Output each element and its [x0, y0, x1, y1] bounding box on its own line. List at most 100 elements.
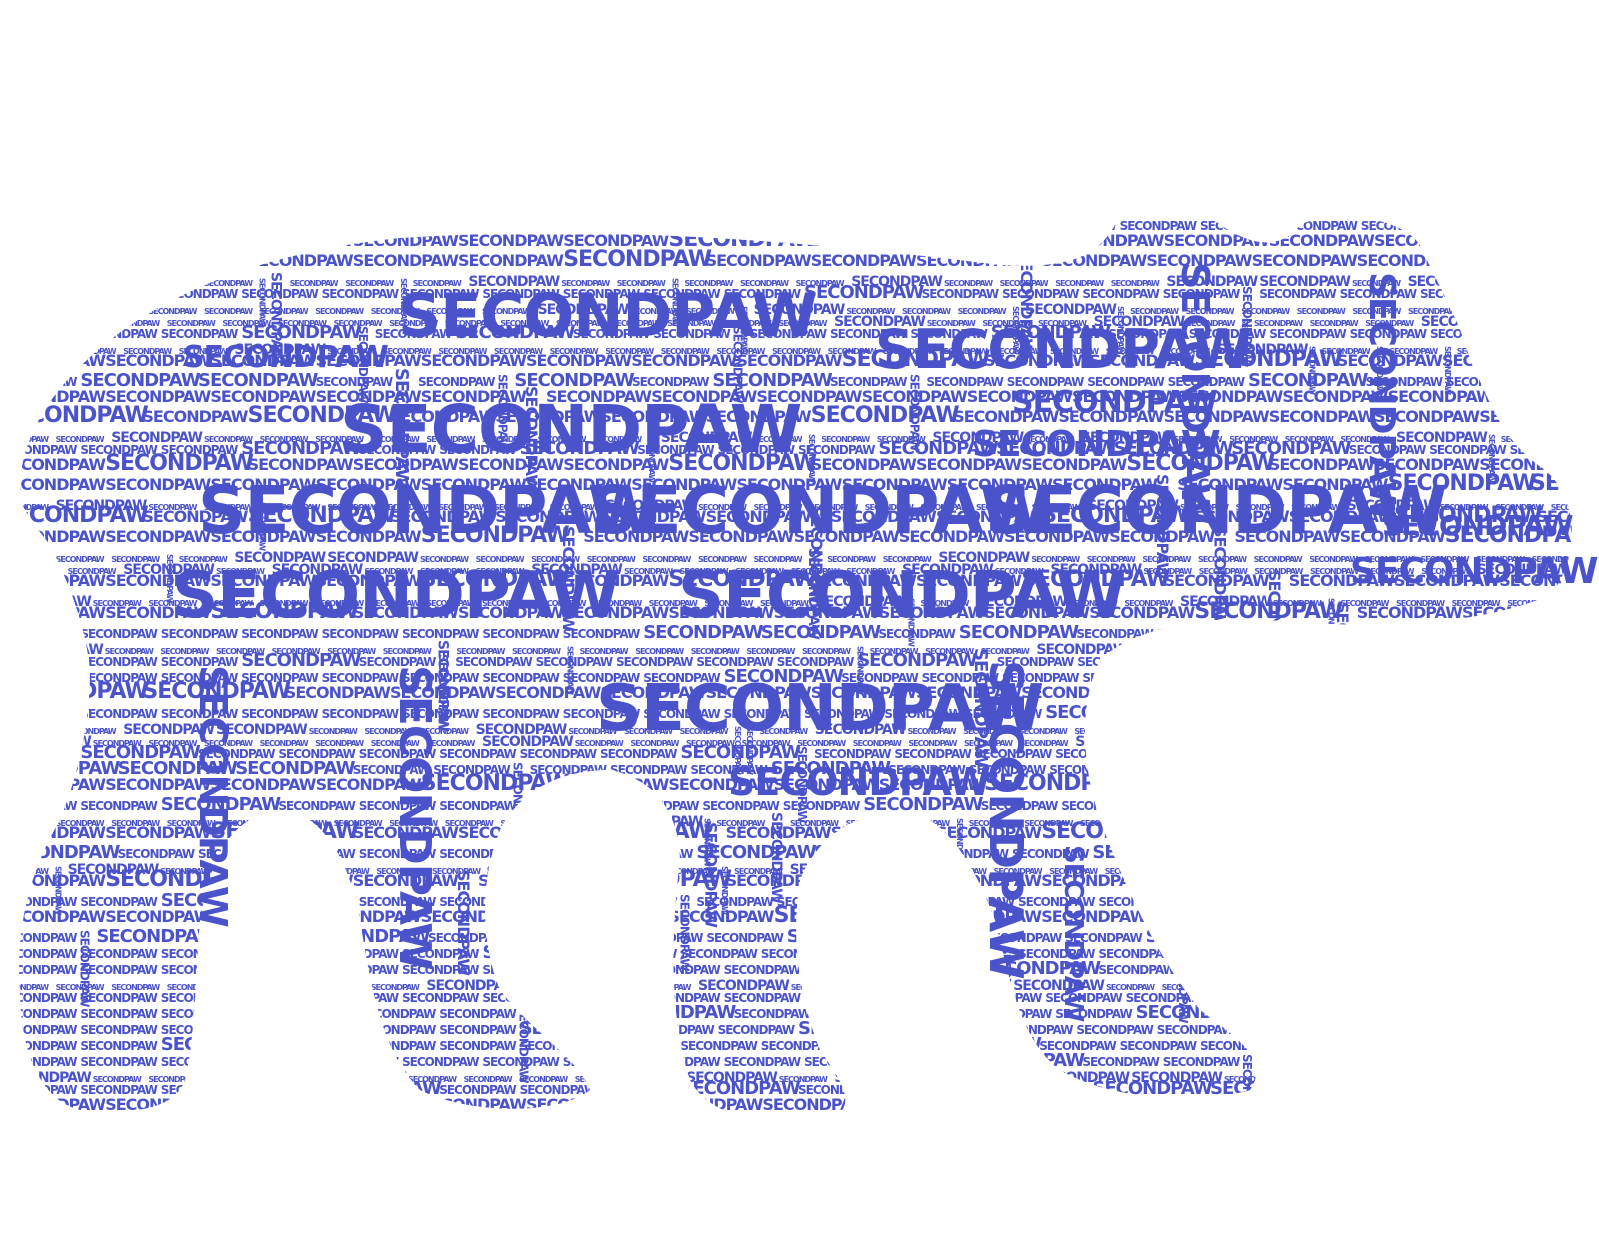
word-cloud-word: SECONDPAW [161, 991, 238, 1005]
word-cloud-word: SECONDPAW [105, 603, 211, 622]
word-cloud-word: SECONDPAW [241, 219, 318, 233]
word-cloud-word: SECONDPAW [1164, 571, 1270, 590]
word-cloud-word: SECONDPAW [653, 327, 730, 341]
word-cloud-word: SECONDPAW [1248, 640, 1264, 731]
word-cloud-word: SECONDPAW [359, 747, 436, 761]
word-cloud-word: SECONDPAW [495, 683, 601, 702]
word-cloud-word: SECONDPAW [718, 443, 795, 457]
word-cloud-word: SECONDPAW [80, 443, 157, 457]
word-cloud-word: SECONDPAW [322, 1055, 399, 1069]
word-cloud-word: SECONDPAW [0, 307, 49, 316]
word-cloud-word: SECONDPAW [1587, 527, 1599, 546]
word-cloud-word: SECONDPAW [1335, 734, 1426, 750]
word-cloud-word: SECONDPAW [1326, 598, 1335, 647]
word-cloud-word: SECONDPAW [123, 562, 214, 578]
word-cloud-word: SECONDPAW [668, 907, 774, 926]
word-cloud-word: SECONDPAW [1361, 272, 1402, 520]
word-cloud-word: SECONDPAW [1232, 683, 1338, 702]
word-cloud-word: SECONDPAW [1136, 819, 1185, 828]
word-cloud-word: SECONDPAW [616, 1002, 736, 1023]
word-cloud-word: SECONDPAW [526, 1095, 632, 1114]
word-cloud-word: SECONDPAW [1402, 867, 1451, 876]
word-cloud-word: SECONDPAW [678, 559, 1125, 633]
word-cloud-word: SECONDPAW [1479, 407, 1585, 426]
word-cloud-word: SECONDPAW [1000, 279, 1049, 288]
word-cloud-word: SECONDPAW [611, 867, 660, 876]
word-cloud-word: SECONDPAW [458, 231, 564, 250]
word-cloud-word: SECONDPAW [740, 306, 749, 355]
word-cloud-word: SECONDPAW [1414, 819, 1463, 828]
word-cloud-word: SECONDPAW [841, 214, 961, 235]
word-cloud-word: SECONDPAW [210, 571, 316, 590]
word-cloud-word: SECONDPAW [1002, 287, 1079, 301]
word-cloud-word: SECONDPAW [1036, 642, 1127, 658]
word-cloud-word: SECONDPAW [322, 1078, 442, 1099]
word-cloud-word: SECONDPAW [1451, 1007, 1528, 1021]
word-cloud-word: SECONDPAW [111, 430, 202, 446]
word-cloud-word: SECONDPAW [626, 931, 703, 945]
word-cloud-word: SECONDPAW [1290, 763, 1367, 777]
word-cloud-word: SECONDPAW [981, 799, 1058, 813]
word-cloud-word: SECONDPAW [884, 707, 961, 721]
word-cloud-word: SECONDPAW [105, 227, 254, 252]
word-cloud-word: SECONDPAW [1116, 306, 1125, 355]
word-cloud-word: SECONDPAW [327, 550, 418, 566]
word-cloud-word: SECONDPAW [248, 231, 354, 250]
word-cloud-word: SECONDPAW [1402, 727, 1451, 736]
word-cloud-word: SECONDPAW [371, 739, 420, 748]
word-cloud-word: SECONDPAW [1173, 262, 1217, 524]
word-cloud-word: SECONDPAW [1310, 567, 1359, 576]
word-cloud-word: SECONDPAW [595, 792, 616, 912]
word-cloud-word: SECONDPAW [1180, 594, 1271, 610]
word-cloud-word: SECONDPAW [1243, 702, 1363, 723]
word-cloud-word: SECONDPAW [0, 455, 106, 474]
word-cloud-word: SECONDPAW [322, 707, 399, 721]
word-cloud-word: SECONDPAW [1237, 1023, 1314, 1037]
word-cloud-word: SECONDPAW [1554, 947, 1599, 961]
word-cloud-word: SECONDPAW [1442, 683, 1548, 702]
word-cloud-word: SECONDPAW [161, 627, 238, 641]
word-cloud-word: SECONDPAW [1377, 1055, 1454, 1069]
word-cloud-word: SECONDPAW [1310, 319, 1359, 328]
word-cloud-word: SECONDPAW [1420, 895, 1497, 909]
word-cloud-word: SECONDPAW [834, 314, 925, 330]
word-cloud-word: SECONDPAW [1366, 567, 1415, 576]
word-cloud-word: SECONDPAW [1388, 387, 1494, 406]
word-cloud-word: SECONDPAW [520, 1083, 597, 1097]
word-cloud-word: SECONDPAW [1253, 727, 1302, 736]
word-cloud-word: SECONDPAW [1025, 302, 1116, 318]
word-cloud-word: SECONDPAW [105, 1095, 211, 1114]
word-cloud-word: SECONDPAW [1126, 991, 1203, 1005]
word-cloud-word: SECONDPAW [1248, 370, 1368, 391]
word-cloud-word: SECONDPAW [1243, 671, 1320, 685]
word-cloud-word: SECONDPAW [661, 347, 710, 356]
word-cloud-word: SECONDPAW [56, 498, 147, 514]
word-cloud-word: SECONDPAW [161, 963, 238, 977]
word-cloud-word: SECONDPAW [1011, 306, 1020, 355]
word-cloud-word: SECONDPAW [340, 391, 801, 468]
word-cloud-word: SECONDPAW [566, 646, 575, 695]
word-cloud-word: SECONDPAW [216, 647, 265, 656]
word-cloud-word: SECONDPAW [680, 742, 800, 763]
word-cloud-word: SECONDPAW [278, 747, 355, 761]
word-cloud-word: SECONDPAW [1055, 1007, 1132, 1021]
word-cloud-word: SECONDPAW [376, 867, 425, 876]
word-cloud-word: SECONDPAW [563, 455, 669, 474]
word-cloud-word: SECONDPAW [161, 707, 238, 721]
word-cloud-word: SECONDPAW [1473, 747, 1550, 761]
word-cloud-word: SECONDPAW [1237, 627, 1314, 641]
word-cloud-word: SECONDPAW [364, 727, 413, 736]
word-cloud-word: SECONDPAW [421, 771, 570, 796]
word-cloud-word: SECONDPAW [922, 1034, 1042, 1055]
word-cloud-word: SECONDPAW [1124, 599, 1173, 608]
word-cloud-word: SECONDPAW [1198, 555, 1247, 564]
word-cloud-word: SECONDPAW [389, 819, 438, 828]
word-cloud-word: SECONDPAW [1122, 774, 1141, 880]
word-cloud-word: SECONDPAW [1232, 747, 1309, 761]
word-cloud-word: SECONDPAW [583, 527, 689, 546]
word-cloud-word: SECONDPAW [593, 599, 642, 608]
word-cloud-word: SECONDPAW [1130, 307, 1179, 316]
word-cloud-word: SECONDPAW [774, 603, 880, 622]
word-cloud-word: SECONDPAW [105, 387, 211, 406]
word-cloud-word: SECONDPAW [1361, 1039, 1438, 1053]
